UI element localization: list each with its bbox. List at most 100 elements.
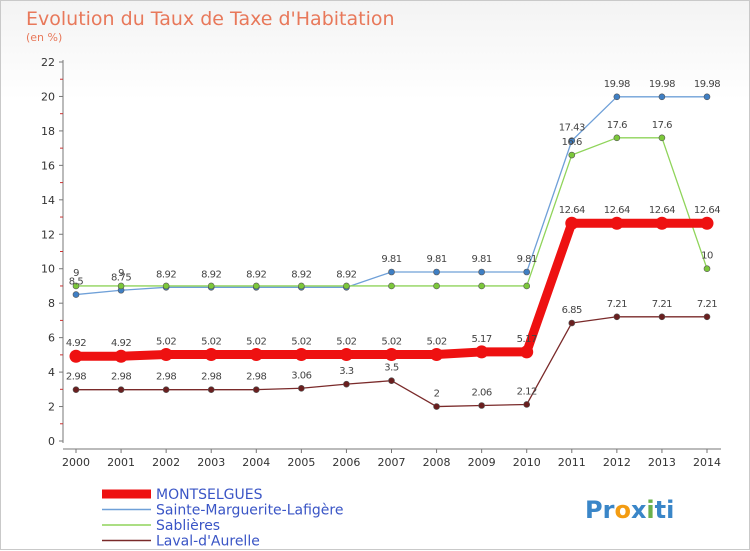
logo-letter: x [631,496,647,524]
data-point-laval-d-aurelle [72,386,80,393]
legend-label-sainte-marguerite-lafig-re: Sainte-Marguerite-Lafigère [156,503,343,519]
data-label-sainte-marguerite-lafig-re: 8.92 [246,269,266,280]
data-label-montselgues: 5.17 [472,334,492,345]
data-point-laval-d-aurelle [162,386,170,393]
data-point-sainte-marguerite-lafig-re [478,268,485,276]
data-label-sabli-res: 9 [73,268,79,279]
data-label-sainte-marguerite-lafig-re: 8.92 [156,269,176,280]
data-point-sabli-res [568,151,576,159]
data-point-laval-d-aurelle [613,313,621,321]
data-label-laval-d-aurelle: 2.98 [246,372,266,383]
data-point-sabli-res [658,134,666,142]
x-tick-label: 2010 [513,456,541,469]
data-label-montselgues: 5.02 [381,337,401,348]
data-point-sabli-res [252,282,260,290]
data-point-montselgues [294,348,308,362]
legend-label-montselgues: MONTSELGUES [156,487,263,503]
data-label-sainte-marguerite-lafig-re: 19.98 [649,79,675,90]
data-point-montselgues [565,216,579,230]
data-label-sainte-marguerite-lafig-re: 9.81 [472,254,492,265]
data-point-laval-d-aurelle [207,386,215,393]
data-point-sainte-marguerite-lafig-re [568,137,576,145]
data-label-laval-d-aurelle: 7.21 [607,299,627,310]
data-label-laval-d-aurelle: 7.21 [697,299,717,310]
data-label-sainte-marguerite-lafig-re: 8.92 [201,269,221,280]
data-point-sabli-res [703,265,711,273]
x-tick-label: 2013 [648,456,676,469]
data-point-sainte-marguerite-lafig-re [388,268,395,276]
data-point-sabli-res [433,282,440,290]
data-label-laval-d-aurelle: 3.5 [384,363,399,374]
data-label-sabli-res: 16.6 [562,137,582,148]
data-label-sainte-marguerite-lafig-re: 8.75 [111,272,131,283]
data-label-montselgues: 5.17 [517,334,537,345]
data-point-laval-d-aurelle [117,386,125,393]
x-tick-label: 2006 [332,456,360,469]
x-tick-label: 2007 [378,456,406,469]
data-point-montselgues [475,345,489,359]
data-point-laval-d-aurelle [298,384,305,392]
x-tick-label: 2009 [468,456,496,469]
data-label-laval-d-aurelle: 3.3 [339,366,354,377]
data-label-sabli-res: 9 [118,268,124,279]
data-point-sainte-marguerite-lafig-re [433,268,440,276]
data-label-sabli-res: 10 [701,251,713,262]
data-point-laval-d-aurelle [523,401,531,408]
data-label-laval-d-aurelle: 2.98 [66,372,86,383]
data-label-montselgues: 5.02 [336,337,356,348]
x-tick-label: 2008 [423,456,451,469]
data-label-montselgues: 5.02 [426,337,446,348]
data-label-sainte-marguerite-lafig-re: 9.81 [426,254,446,265]
legend-label-laval-d-aurelle: Laval-d'Aurelle [156,534,260,550]
data-point-montselgues [339,348,353,362]
data-label-sainte-marguerite-lafig-re: 19.98 [604,79,630,90]
y-tick-label: 6 [48,332,55,345]
data-label-sainte-marguerite-lafig-re: 19.98 [694,79,720,90]
data-point-sainte-marguerite-lafig-re [523,268,531,276]
series-line-laval-d-aurelle [76,316,707,408]
data-label-montselgues: 12.64 [604,205,630,216]
data-point-sainte-marguerite-lafig-re [658,93,666,101]
data-point-laval-d-aurelle [658,313,666,321]
data-point-sabli-res [72,282,80,290]
x-tick-label: 2001 [107,456,135,469]
data-label-montselgues: 4.92 [111,338,131,349]
y-tick-label: 14 [41,194,55,207]
data-label-sainte-marguerite-lafig-re: 9.81 [381,254,401,265]
data-point-sainte-marguerite-lafig-re [613,93,621,101]
y-tick-label: 22 [41,56,55,69]
data-point-montselgues [249,348,263,362]
data-point-montselgues [69,349,83,363]
data-point-montselgues [700,216,714,230]
data-point-laval-d-aurelle [252,386,260,393]
data-point-laval-d-aurelle [703,313,711,321]
data-label-montselgues: 5.02 [156,337,176,348]
data-point-montselgues [520,345,534,359]
data-label-laval-d-aurelle: 3.06 [291,370,311,381]
data-label-laval-d-aurelle: 6.85 [562,305,582,316]
data-label-montselgues: 4.92 [66,338,86,349]
logo-letter: Pr [585,496,615,524]
data-label-laval-d-aurelle: 2.12 [517,386,537,397]
data-point-sainte-marguerite-lafig-re [72,291,80,298]
x-tick-label: 2014 [693,456,721,469]
data-label-sainte-marguerite-lafig-re: 9.81 [517,254,537,265]
data-label-montselgues: 5.02 [291,337,311,348]
data-label-montselgues: 5.02 [201,337,221,348]
legend-label-sabli-res: Sablières [156,518,220,534]
data-label-laval-d-aurelle: 2.06 [472,388,492,399]
y-tick-label: 2 [48,401,55,414]
data-point-laval-d-aurelle [568,319,576,327]
axes: 0 2 4 6 8 10 12 14 16 18 20 22 2000 2001 2002 2003 2004 2… [41,56,721,469]
x-tick-label: 2011 [558,456,586,469]
data-point-laval-d-aurelle [388,377,395,385]
chart-title: Evolution du Taux de Taxe d'Habitation [26,8,395,30]
data-point-sainte-marguerite-lafig-re [703,93,711,101]
x-tick-label: 2000 [62,456,90,469]
data-label-sabli-res: 17.6 [607,120,627,131]
data-label-sainte-marguerite-lafig-re: 17.43 [559,123,585,134]
data-label-sainte-marguerite-lafig-re: 8.92 [291,269,311,280]
data-point-sabli-res [162,282,170,290]
data-point-montselgues [385,348,398,362]
